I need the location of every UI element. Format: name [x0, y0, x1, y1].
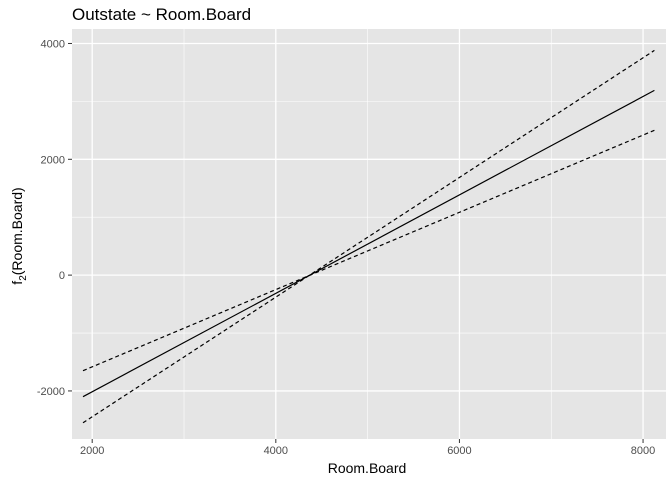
- x-axis-title: Room.Board: [328, 460, 407, 476]
- y-tick-label: -2000: [37, 386, 65, 398]
- x-tick-label: 8000: [631, 445, 655, 457]
- y-axis-title: f2(Room.Board): [9, 187, 29, 284]
- series-fit-line: [82, 89, 655, 398]
- x-tick-label: 2000: [80, 445, 104, 457]
- y-tick-label: 2000: [41, 154, 65, 166]
- series-lower-line: [82, 49, 655, 424]
- y-tick-label: 4000: [41, 38, 65, 50]
- x-tick-label: 4000: [264, 445, 288, 457]
- series-lines: [82, 49, 655, 424]
- y-axis-title-rest: (Room.Board): [9, 187, 25, 275]
- y-axis-title-sub: 2: [18, 275, 29, 281]
- chart-title: Outstate ~ Room.Board: [72, 5, 251, 24]
- series-upper-line: [82, 129, 655, 372]
- major-gridlines: [72, 29, 666, 439]
- minor-gridlines: [72, 29, 666, 439]
- x-tick-label: 6000: [447, 445, 471, 457]
- y-tick-label: 0: [59, 270, 65, 282]
- plot-panel: [72, 29, 666, 439]
- x-axis-ticks: 2000 4000 6000 8000: [80, 439, 655, 457]
- y-axis-ticks: -2000 0 2000 4000: [37, 38, 72, 398]
- y-axis-title-main: f: [9, 281, 25, 285]
